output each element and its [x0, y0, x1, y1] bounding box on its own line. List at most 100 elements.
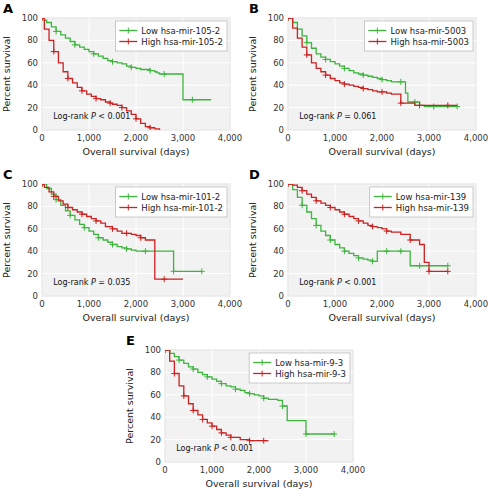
y-tick-label: 100	[268, 179, 284, 189]
censor-mark	[200, 416, 206, 422]
x-tick-label: 4,000	[218, 299, 242, 309]
censor-mark	[161, 276, 167, 282]
plot-area	[288, 184, 476, 296]
panel: 01,0002,0003,0004,000020406080100Overall…	[247, 167, 488, 323]
y-tick-label: 0	[279, 291, 284, 301]
p-value: Log-rank P < 0.001	[53, 112, 130, 121]
censor-mark	[384, 228, 390, 234]
y-tick-label: 0	[279, 125, 284, 135]
censor-mark	[204, 374, 210, 380]
censor-mark	[110, 226, 116, 232]
censor-mark	[398, 248, 404, 254]
grid-line	[288, 130, 476, 131]
grid-line	[165, 350, 353, 351]
y-tick-label: 100	[268, 13, 284, 23]
censor-mark	[42, 18, 45, 21]
censor-mark	[95, 235, 101, 241]
legend-marker	[125, 194, 131, 200]
x-tick-label: 2,000	[124, 133, 148, 143]
censor-mark	[79, 211, 85, 217]
censor-mark	[53, 28, 59, 34]
p-value-part: = 0.061	[342, 112, 377, 121]
censor-mark	[190, 407, 196, 413]
y-tick-label: 100	[145, 345, 161, 355]
x-tick-label: 1,000	[77, 133, 101, 143]
x-axis-label: Overall survival (days)	[82, 146, 189, 157]
grid-line	[42, 130, 230, 131]
panel-label: D	[249, 167, 260, 182]
censor-mark	[370, 224, 376, 230]
censor-mark	[454, 103, 460, 109]
y-tick-label: 80	[27, 35, 38, 45]
grid	[288, 18, 476, 130]
grid-line	[42, 62, 230, 63]
y-tick-label: 80	[273, 201, 284, 211]
grid-line	[42, 107, 230, 108]
y-tick-label: 0	[33, 125, 38, 135]
censor-mark	[313, 222, 319, 228]
x-tick-label: 0	[285, 299, 290, 309]
p-value-part: = 0.035	[96, 278, 131, 287]
legend-marker	[125, 205, 131, 211]
legend-box	[249, 353, 350, 383]
censor-mark	[209, 423, 215, 429]
legend-marker	[125, 28, 131, 34]
censor-mark	[218, 381, 224, 387]
legend-label: High hsa-mir-139	[396, 203, 469, 213]
censor-mark	[81, 225, 87, 231]
grid-line	[165, 462, 353, 463]
y-tick-label: 40	[273, 246, 284, 256]
y-axis-label: Percent survival	[124, 368, 135, 444]
grid-line	[288, 85, 476, 86]
censor-mark	[360, 86, 366, 92]
y-tick-label: 60	[27, 224, 38, 234]
x-tick-label: 3,000	[171, 299, 195, 309]
censor-mark	[161, 71, 167, 77]
y-axis-label: Percent survival	[247, 202, 258, 278]
legend-marker	[374, 28, 380, 34]
x-tick-label: 4,000	[464, 133, 488, 143]
y-tick-label: 60	[273, 58, 284, 68]
y-axis-label: Percent survival	[1, 36, 12, 112]
censor-mark	[247, 391, 253, 397]
censor-mark	[261, 438, 267, 444]
p-value-part: Log-rank	[299, 112, 337, 121]
censor-mark	[341, 211, 347, 217]
censor-mark	[327, 237, 333, 243]
y-tick-label: 60	[273, 224, 284, 234]
censor-mark	[417, 102, 423, 108]
x-tick-label: 3,000	[417, 133, 441, 143]
censor-mark	[171, 268, 177, 274]
censor-mark	[431, 103, 437, 109]
y-tick-label: 20	[150, 435, 161, 445]
p-value: Log-rank P = 0.035	[53, 278, 130, 287]
grid-line	[165, 350, 166, 462]
censor-mark	[304, 40, 310, 46]
grid-line	[476, 18, 477, 130]
censor-mark	[42, 184, 45, 187]
censor-mark	[370, 258, 376, 264]
y-tick-label: 0	[33, 291, 38, 301]
legend-marker	[380, 205, 386, 211]
censor-mark	[181, 393, 187, 399]
legend: Low hsa-mir-105-2High hsa-mir-105-2	[115, 21, 227, 51]
censor-mark	[228, 434, 234, 440]
censor-mark	[107, 100, 113, 106]
censor-mark	[288, 18, 291, 21]
censor-mark	[110, 241, 116, 247]
legend-marker	[374, 39, 380, 45]
p-value: Log-rank P = 0.061	[299, 112, 376, 121]
grid-line	[288, 184, 289, 296]
censor-mark	[91, 51, 97, 57]
censor-mark	[398, 100, 404, 106]
grid-line	[288, 18, 476, 19]
censor-mark	[341, 248, 347, 254]
x-axis-label: Overall survival (days)	[205, 478, 312, 489]
p-value: Log-rank P < 0.001	[299, 278, 376, 287]
legend-marker	[125, 39, 131, 45]
censor-mark	[323, 56, 329, 62]
censor-mark	[119, 105, 125, 111]
censor-mark	[165, 350, 168, 353]
censor-mark	[190, 366, 196, 372]
censor-mark	[379, 89, 385, 95]
